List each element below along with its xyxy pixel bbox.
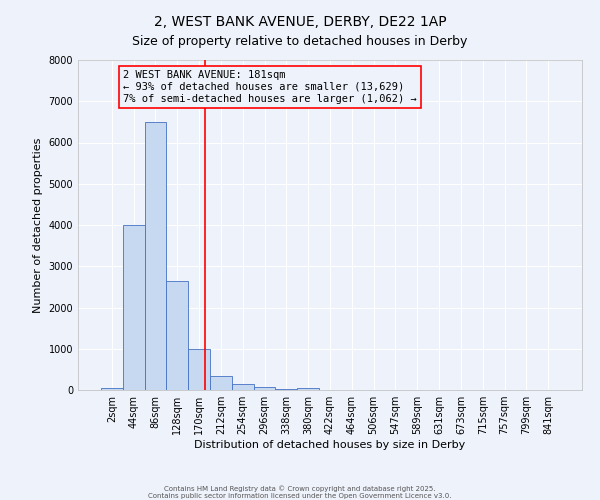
Bar [188, 349, 210, 390]
Y-axis label: Number of detached properties: Number of detached properties [33, 138, 43, 312]
Bar [123, 225, 145, 390]
X-axis label: Distribution of detached houses by size in Derby: Distribution of detached houses by size … [194, 440, 466, 450]
Bar [232, 384, 254, 390]
Text: Size of property relative to detached houses in Derby: Size of property relative to detached ho… [133, 35, 467, 48]
Text: 2 WEST BANK AVENUE: 181sqm
← 93% of detached houses are smaller (13,629)
7% of s: 2 WEST BANK AVENUE: 181sqm ← 93% of deta… [123, 70, 416, 104]
Bar [101, 388, 123, 390]
Bar [254, 387, 275, 390]
Text: 2, WEST BANK AVENUE, DERBY, DE22 1AP: 2, WEST BANK AVENUE, DERBY, DE22 1AP [154, 15, 446, 29]
Bar [145, 122, 166, 390]
Text: Contains public sector information licensed under the Open Government Licence v3: Contains public sector information licen… [148, 493, 452, 499]
Bar [297, 388, 319, 390]
Bar [166, 280, 188, 390]
Text: Contains HM Land Registry data © Crown copyright and database right 2025.: Contains HM Land Registry data © Crown c… [164, 486, 436, 492]
Bar [210, 376, 232, 390]
Bar [275, 389, 297, 390]
